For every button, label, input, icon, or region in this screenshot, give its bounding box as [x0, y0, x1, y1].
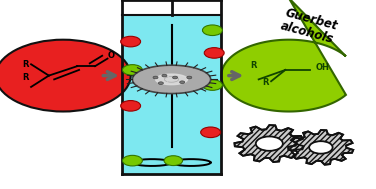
- Circle shape: [180, 81, 185, 84]
- Text: O: O: [108, 51, 115, 60]
- Text: R: R: [250, 61, 256, 70]
- Polygon shape: [122, 0, 221, 15]
- Circle shape: [121, 101, 141, 111]
- Circle shape: [309, 141, 333, 154]
- Circle shape: [121, 36, 141, 47]
- Circle shape: [173, 76, 177, 79]
- Circle shape: [123, 155, 143, 166]
- Circle shape: [202, 25, 222, 36]
- Circle shape: [164, 156, 183, 166]
- Text: R: R: [23, 60, 29, 69]
- Text: R: R: [23, 73, 29, 82]
- Polygon shape: [156, 74, 188, 85]
- Circle shape: [256, 136, 283, 151]
- Circle shape: [0, 40, 130, 112]
- Circle shape: [153, 76, 158, 79]
- Polygon shape: [122, 15, 221, 174]
- Text: OH: OH: [316, 63, 330, 72]
- Circle shape: [123, 65, 143, 75]
- Polygon shape: [221, 0, 346, 112]
- Polygon shape: [132, 65, 211, 94]
- Text: Guerbet
alcohols: Guerbet alcohols: [279, 6, 339, 46]
- Polygon shape: [235, 125, 304, 162]
- Circle shape: [202, 80, 222, 90]
- Circle shape: [187, 76, 192, 79]
- Circle shape: [158, 82, 163, 84]
- Circle shape: [204, 48, 224, 58]
- Polygon shape: [288, 130, 353, 165]
- Circle shape: [201, 127, 221, 138]
- Circle shape: [162, 74, 167, 77]
- Text: R: R: [262, 78, 269, 87]
